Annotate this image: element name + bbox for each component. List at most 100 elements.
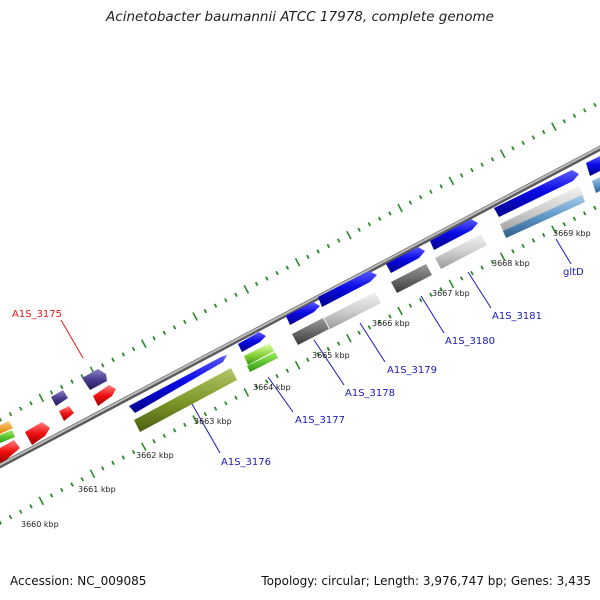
feature-a1s-3179-forward[interactable] [318,271,377,307]
tick-mark [490,156,495,162]
feature-a1s-3176-category[interactable] [134,368,237,432]
tick-mark [562,119,566,124]
feature-gltd-category[interactable] [500,186,584,235]
tick-mark [183,422,187,428]
tick-mark [49,390,54,395]
tick-mark [367,325,372,330]
tick-mark [19,509,23,514]
feature-a1s-3180-category[interactable] [391,264,432,293]
scale-label: 3666 kbp [372,319,410,328]
tick-mark [593,102,597,108]
gene-labels: A1S_3175 A1S_3176 A1S_3177 A1S_3178 A1S_… [12,267,584,468]
gene-label-a1s-3180[interactable]: A1S_3180 [445,336,495,347]
tick-mark [203,308,208,314]
gene-label-a1s-3175[interactable]: A1S_3175 [12,309,62,320]
scale-label: 3663 kbp [194,417,232,426]
feature-edge-forward[interactable] [586,156,600,176]
feature-small-red-a[interactable] [59,406,74,421]
backbone-highlight [0,146,600,466]
tick-mark [213,303,218,308]
feature-red-c[interactable] [25,422,50,445]
gene-label-a1s-3179[interactable]: A1S_3179 [387,365,437,376]
feature-a1s-3175-purple[interactable] [82,369,107,390]
tick-mark [243,388,250,397]
tick-mark [265,379,269,384]
feature-a1s-3178-forward[interactable] [286,302,320,325]
tick-mark [346,230,352,240]
tick-mark [243,285,250,294]
tick-mark [29,401,33,406]
callout-a1s-3175 [60,319,84,359]
feature-a1s-3179-category[interactable] [324,292,381,329]
scale-label: 3661 kbp [78,485,116,494]
feature-a1s-3175-red[interactable] [93,385,116,406]
feature-edge-category[interactable] [592,177,600,193]
accession-label: Accession: NC_009085 [10,574,147,588]
tick-mark [326,346,331,352]
tick-mark [183,319,187,325]
tick-mark [285,265,290,270]
feature-green-edge[interactable] [0,430,15,443]
tick-mark [29,504,33,509]
callout-gltd [555,238,572,265]
tick-mark [408,303,413,308]
tick-mark [306,254,310,260]
tick-mark [80,373,84,379]
tick-mark [418,297,423,303]
tick-mark [511,249,515,254]
tick-mark [357,330,361,335]
tick-mark [275,270,279,276]
tick-mark [346,333,352,343]
feature-a1s-3181-category[interactable] [435,234,487,269]
gene-label-a1s-3177[interactable]: A1S_3177 [295,415,345,426]
tick-mark [19,406,23,411]
tick-mark [80,476,84,482]
tick-mark [101,363,105,368]
tick-mark [294,257,301,267]
tick-mark [326,243,331,249]
tick-mark [0,520,2,525]
feature-a1s-3178-category[interactable] [292,318,329,345]
feature-a1s-3177-category[interactable] [247,352,278,372]
tick-mark [470,167,474,173]
scale-label: 3662 kbp [136,451,174,460]
feature-small-purple[interactable] [51,390,68,406]
tick-mark [480,162,484,167]
feature-red-d[interactable] [0,440,20,463]
feature-a1s-3177-category-light[interactable] [244,343,274,365]
tick-mark [336,341,341,346]
tick-mark [203,411,208,417]
tick-mark [111,460,115,466]
feature-orange[interactable] [0,421,13,434]
tick-mark [377,216,382,222]
gene-label-a1s-3178[interactable]: A1S_3178 [345,388,395,399]
tick-mark [439,287,443,292]
feature-gltd-category-lower[interactable] [503,195,585,238]
tick-mark [0,417,2,422]
tick-mark [562,222,566,227]
gene-label-a1s-3176[interactable]: A1S_3176 [221,457,271,468]
tick-mark [49,493,54,498]
tick-mark [551,122,557,131]
tick-mark [265,276,269,281]
feature-a1s-3177-forward[interactable] [238,332,266,352]
tick-mark [511,146,515,151]
tick-mark [172,325,177,330]
tick-mark [172,428,177,433]
tick-mark [582,108,587,113]
tick-mark [8,411,13,417]
tick-mark [192,312,198,321]
feature-a1s-3176-forward[interactable] [129,355,227,413]
tick-mark [367,222,372,227]
callout-lines [60,238,572,454]
scale-label: 3668 kbp [492,259,530,268]
feature-a1s-3181-forward[interactable] [430,219,478,250]
tick-mark [224,298,228,303]
gene-label-a1s-3181[interactable]: A1S_3181 [492,311,542,322]
scale-label: 3660 kbp [21,520,59,529]
feature-a1s-3180-forward[interactable] [386,247,425,273]
feature-gltd-forward[interactable] [494,170,579,217]
tick-mark [470,270,474,276]
gene-label-gltd[interactable]: gltD [563,267,584,278]
